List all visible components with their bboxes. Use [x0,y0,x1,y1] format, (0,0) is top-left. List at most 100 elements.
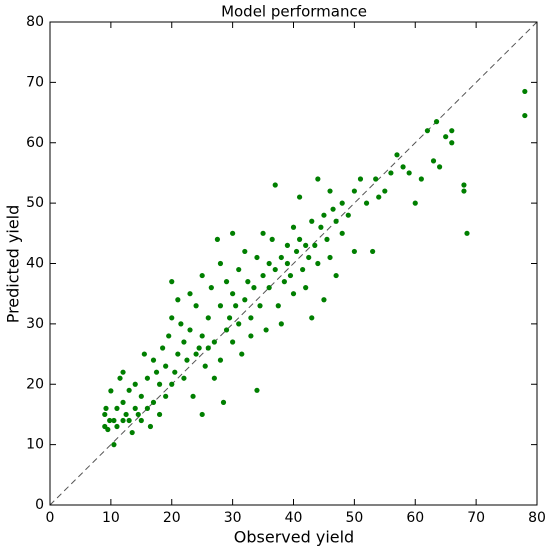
point [166,333,172,339]
point [272,182,278,188]
point [126,417,132,424]
point [120,369,126,375]
point [160,345,166,351]
point [278,254,284,261]
point [333,218,339,224]
point [226,315,233,321]
point [169,315,175,321]
point [245,279,251,285]
point [309,315,315,321]
point [333,272,339,279]
point [321,212,327,218]
y-tick-label: 40 [26,256,44,272]
point [175,351,181,357]
point [199,272,205,279]
point [254,387,260,393]
point [290,224,297,230]
point [522,112,528,119]
point [156,411,163,418]
point [169,381,175,387]
point [175,297,181,303]
point [138,417,144,424]
point [296,236,303,242]
point [233,303,239,309]
point [330,206,336,212]
point [108,388,114,394]
point [181,375,187,381]
point [272,266,278,273]
point [382,188,388,194]
point [114,405,120,411]
x-tick-label: 20 [163,510,181,526]
point [132,405,138,411]
y-tick-label: 60 [26,135,44,151]
point [321,297,327,303]
x-tick-label: 0 [46,510,55,526]
x-tick-label: 40 [285,510,303,526]
x-tick-label: 70 [467,510,485,526]
point [260,230,266,236]
point [190,393,196,399]
point [278,321,284,327]
y-tick-label: 30 [26,316,44,332]
point [169,279,175,285]
point [424,128,431,134]
point [126,387,132,393]
point [449,140,455,146]
point [461,182,467,188]
point [449,128,455,134]
point [230,291,236,297]
point [214,236,221,242]
point [111,442,117,448]
y-axis-label: Predicted yield [4,205,23,324]
y-tick-label: 20 [26,376,44,392]
y-tick-label: 80 [26,14,44,30]
point [351,188,357,194]
point [135,411,141,418]
y-tick-label: 50 [26,195,44,211]
point [111,417,117,424]
point [223,327,230,333]
point [260,272,266,279]
point [144,405,150,411]
point [107,417,113,424]
point [239,351,245,357]
x-tick-label: 80 [528,510,546,526]
point [187,291,193,297]
point [196,345,202,351]
point [309,218,315,224]
point [132,381,138,387]
y-tick-label: 70 [26,74,44,90]
point [376,194,382,200]
point [102,411,108,418]
point [363,200,370,206]
point [205,315,211,321]
chart-title: Model performance [221,3,367,21]
point [129,429,135,436]
point [236,266,242,273]
y-tick-label: 10 [26,437,44,453]
point [242,248,248,255]
point [339,200,345,206]
point [300,266,306,273]
x-tick-label: 10 [102,510,120,526]
point [303,285,309,291]
point [284,242,291,248]
point [324,236,330,242]
point [199,333,205,339]
point [105,426,111,433]
point [263,327,269,333]
point [147,423,154,430]
y-tick-label: 0 [35,497,44,513]
point [287,272,294,279]
point [202,363,208,369]
point [236,321,242,327]
point [315,176,321,182]
point [248,315,254,321]
point [242,297,248,303]
point [306,254,312,261]
point [211,375,217,381]
point [114,423,120,430]
reference-line [49,21,538,506]
